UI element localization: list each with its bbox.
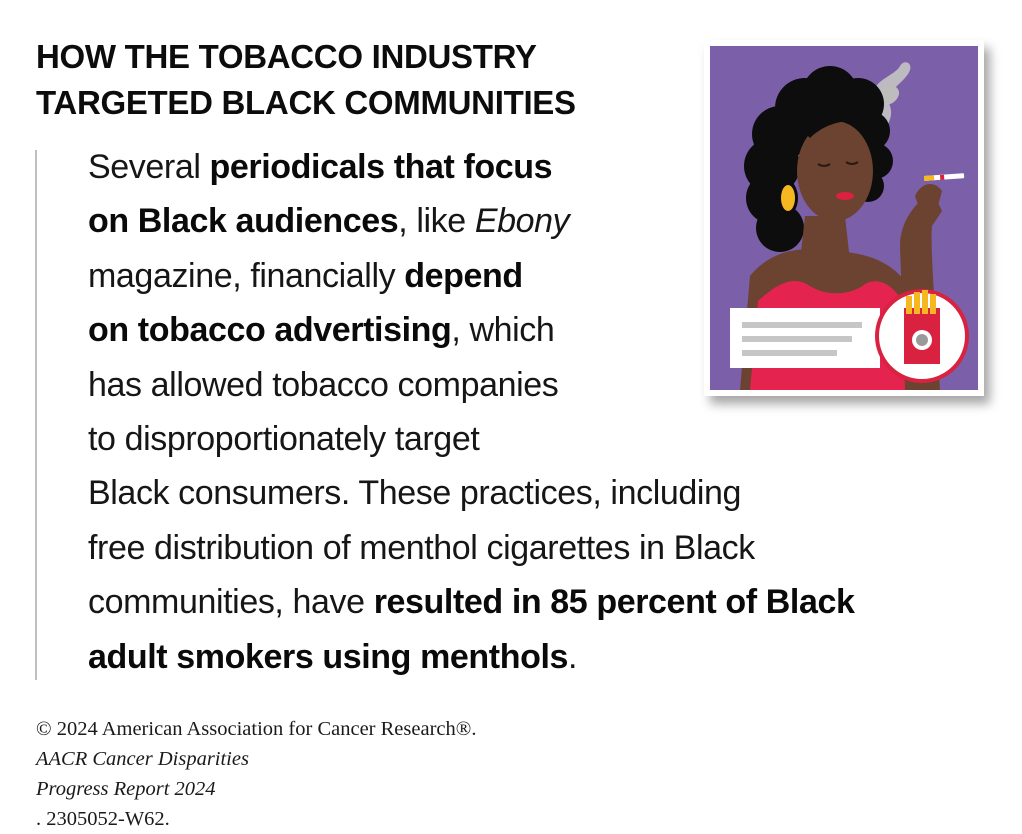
ad-line-3 [742, 350, 837, 356]
body-line-9: communities, have resulted in 85 percent… [88, 583, 855, 622]
ad-line-1 [742, 322, 862, 328]
pack-logo-inner [916, 334, 928, 346]
hair-fringe [798, 109, 872, 138]
earring-icon [781, 185, 795, 211]
ad-line-2 [742, 336, 852, 342]
body-paragraph: Several periodicals that focus on Black … [88, 140, 988, 684]
body-line-7: Black consumers. These practices, includ… [88, 474, 742, 513]
footer-line-2: Progress Report 2024. 2305052-W62. [36, 778, 216, 830]
pack-cig-4 [930, 294, 936, 314]
hand-shape [915, 184, 942, 211]
copyright-footer: © 2024 American Association for Cancer R… [36, 714, 936, 834]
body-line-1: Several periodicals that focus [88, 148, 553, 186]
eye-left [817, 163, 831, 167]
body-line-3: magazine, financially depend [88, 256, 523, 295]
quote-divider [35, 150, 37, 680]
body-line-5: has allowed tobacco companies [88, 365, 559, 404]
body-line-10: adult smokers using menthols. [88, 637, 578, 676]
smoke-puff-icon [881, 85, 900, 105]
cigarette-band [940, 174, 945, 180]
title-line-1: HOW THE TOBACCO INDUSTRY [36, 38, 537, 75]
cigarette-filter [924, 175, 935, 181]
pack-cig-1 [906, 296, 912, 314]
title-line-2: TARGETED BLACK COMMUNITIES [36, 84, 576, 121]
pack-cig-3 [922, 290, 928, 314]
pack-cig-2 [914, 292, 920, 314]
eye-right [845, 161, 859, 165]
woman-smoking-illustration [704, 40, 984, 396]
body-line-2: on Black audiences, like Ebony [88, 202, 570, 241]
body-line-8: free distribution of menthol cigarettes … [88, 528, 755, 567]
footer-line-1: © 2024 American Association for Cancer R… [36, 718, 477, 770]
illustration-svg [710, 46, 978, 390]
lips-shape [836, 192, 854, 200]
body-line-6: to disproportionately target [88, 420, 480, 459]
body-line-4: on tobacco advertising, which [88, 311, 555, 350]
page-title: HOW THE TOBACCO INDUSTRY TARGETED BLACK … [36, 34, 636, 126]
